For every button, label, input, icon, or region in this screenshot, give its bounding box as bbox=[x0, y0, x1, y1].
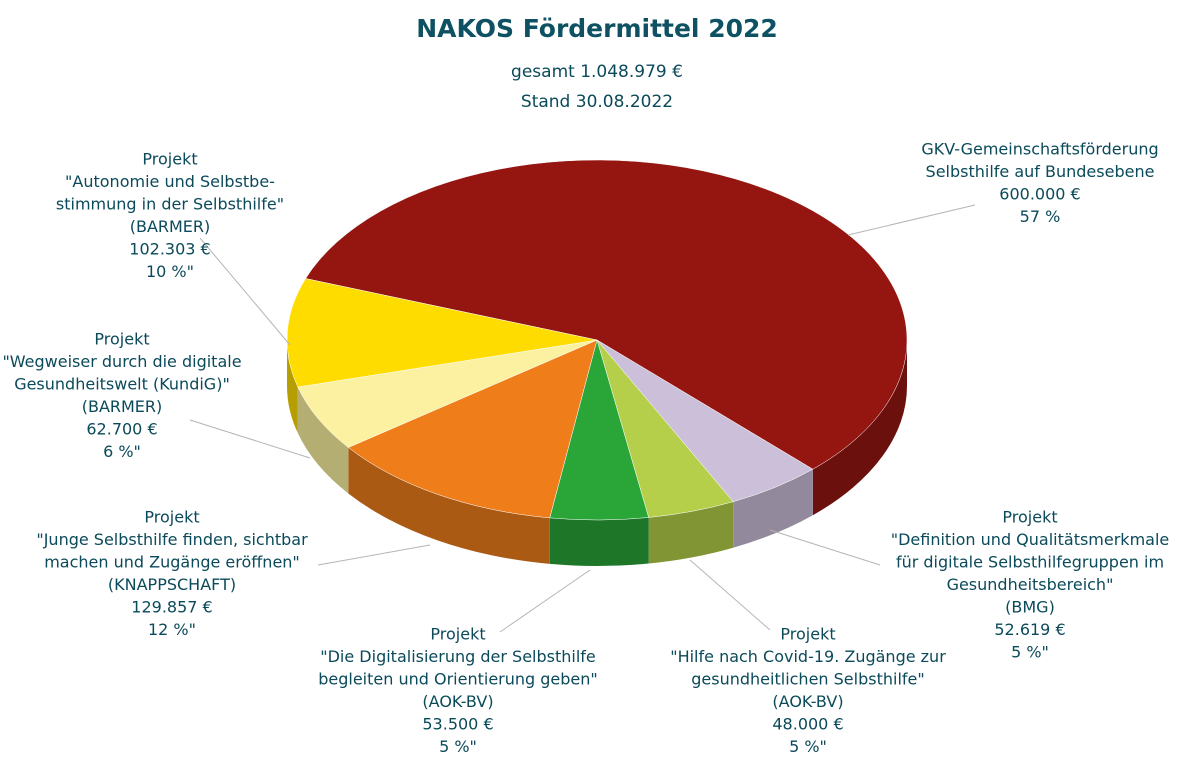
slice-label: Projekt bbox=[144, 508, 199, 527]
slice-label: (BMG) bbox=[1005, 598, 1055, 617]
percentage-label: 12 %" bbox=[148, 620, 196, 639]
slice-label: Projekt bbox=[142, 150, 197, 169]
slice bbox=[286, 278, 598, 388]
chart-title: NAKOS Fördermittel 2022 bbox=[416, 14, 778, 43]
slice-side bbox=[287, 340, 298, 434]
leader-line bbox=[499, 569, 591, 633]
pie-sides bbox=[287, 340, 907, 566]
slice-label: Gesundheitsbereich" bbox=[947, 575, 1114, 594]
leader-line bbox=[769, 529, 881, 566]
slice-label: GKV-Gemeinschaftsförderung bbox=[921, 140, 1158, 159]
slice-label: (AOK-BV) bbox=[422, 692, 493, 711]
slice-label: "Hilfe nach Covid-19. Zugänge zur bbox=[670, 647, 946, 666]
slice-label: "Junge Selbsthilfe finden, sichtbar bbox=[36, 530, 308, 549]
slice-label: gesundheitlichen Selbsthilfe" bbox=[691, 670, 924, 689]
percentage-label: 5 %" bbox=[439, 737, 477, 756]
value-label: 102.303 € bbox=[129, 240, 210, 259]
slice-side bbox=[297, 387, 349, 494]
percentage-label: 6 %" bbox=[103, 442, 141, 461]
percentage-label: 5 %" bbox=[1011, 643, 1049, 662]
slice-side bbox=[348, 447, 550, 564]
slice bbox=[305, 159, 908, 470]
slice-label: für digitale Selbsthilfegruppen im bbox=[896, 553, 1164, 572]
slice-label: "Definition und Qualitätsmerkmale bbox=[891, 530, 1170, 549]
value-label: 52.619 € bbox=[994, 620, 1065, 639]
slice-side bbox=[549, 517, 649, 566]
percentage-label: 57 % bbox=[1020, 207, 1061, 226]
slice-label: Projekt bbox=[780, 625, 835, 644]
percentage-label: 5 %" bbox=[789, 737, 827, 756]
slice-label: (KNAPPSCHAFT) bbox=[108, 575, 236, 594]
slice-label: Selbsthilfe auf Bundesebene bbox=[926, 162, 1155, 181]
slice-side bbox=[812, 340, 907, 516]
leader-line bbox=[689, 559, 771, 631]
percentage-label: 10 %" bbox=[146, 262, 194, 281]
slice-label: Projekt bbox=[94, 330, 149, 349]
value-label: 62.700 € bbox=[86, 420, 157, 439]
slice bbox=[347, 339, 598, 519]
slice-label: stimmung in der Selbsthilfe" bbox=[56, 195, 284, 214]
slice-label: machen und Zugänge eröffnen" bbox=[44, 553, 300, 572]
slice-label: Gesundheitswelt (KundiG)" bbox=[14, 375, 230, 394]
pie-tops bbox=[286, 159, 908, 521]
slice-label: "Wegweiser durch die digitale bbox=[2, 352, 241, 371]
slice-label: Projekt bbox=[1002, 508, 1057, 527]
value-label: 129.857 € bbox=[131, 598, 212, 617]
slice-label: Projekt bbox=[430, 625, 485, 644]
slice-label: "Die Digitalisierung der Selbsthilfe bbox=[320, 647, 596, 666]
value-label: 600.000 € bbox=[999, 185, 1080, 204]
leader-line bbox=[189, 419, 311, 459]
leader-line bbox=[199, 237, 291, 346]
slice-label: (AOK-BV) bbox=[772, 692, 843, 711]
slice-label: (BARMER) bbox=[130, 217, 211, 236]
slice-label: "Autonomie und Selbstbe- bbox=[65, 172, 275, 191]
slice-side bbox=[648, 501, 734, 564]
leader-line bbox=[847, 204, 976, 236]
value-label: 48.000 € bbox=[772, 715, 843, 734]
slice-label: begleiten und Orientierung geben" bbox=[318, 670, 598, 689]
slice-side bbox=[733, 469, 813, 548]
slice-label: (BARMER) bbox=[82, 397, 163, 416]
chart-subtitle: gesamt 1.048.979 € bbox=[511, 62, 683, 82]
chart-subtitle: Stand 30.08.2022 bbox=[521, 92, 673, 112]
leader-line bbox=[317, 544, 431, 566]
value-label: 53.500 € bbox=[422, 715, 493, 734]
